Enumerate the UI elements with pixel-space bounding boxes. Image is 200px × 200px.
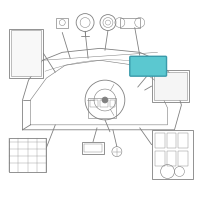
Bar: [88, 98, 116, 118]
Bar: [154, 72, 187, 100]
Bar: [178, 151, 188, 166]
Bar: [167, 133, 176, 148]
Bar: [9, 28, 43, 78]
Bar: [110, 100, 115, 107]
Bar: [9, 138, 46, 172]
FancyBboxPatch shape: [130, 56, 167, 76]
Bar: [90, 100, 98, 107]
Bar: [155, 133, 165, 148]
Bar: [152, 70, 189, 102]
Bar: [167, 151, 176, 166]
Bar: [120, 18, 140, 28]
Bar: [178, 133, 188, 148]
Bar: [56, 18, 68, 28]
Bar: [152, 130, 193, 179]
Bar: [84, 144, 102, 152]
Bar: [82, 142, 104, 154]
Circle shape: [102, 97, 108, 103]
Bar: [155, 151, 165, 166]
Bar: [100, 100, 108, 107]
Bar: [11, 30, 41, 76]
